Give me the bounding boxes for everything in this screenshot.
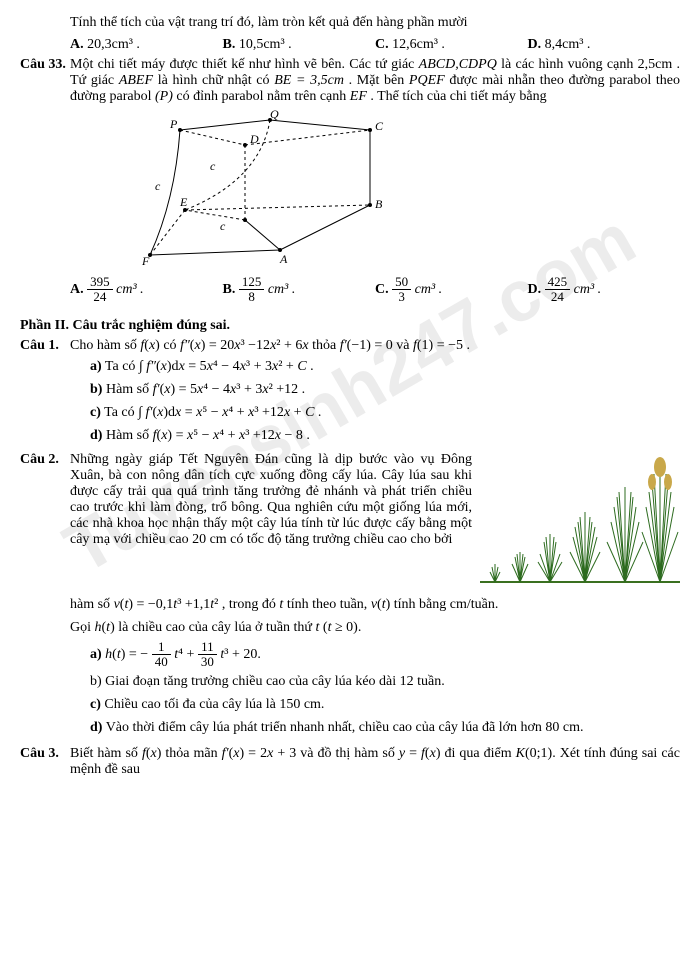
svg-text:B: B [375, 197, 383, 211]
q3-label: Câu 3. [20, 746, 70, 778]
svg-text:F: F [141, 254, 150, 268]
choice-a: A. 20,3cm³ . [70, 37, 223, 53]
q2-a: a) h(t) = − 140 t⁴ + 1130 t³ + 20. [20, 640, 680, 670]
q33-diagram: P Q C D B E F A c c c [120, 110, 400, 270]
svg-text:P: P [169, 117, 178, 131]
geometry-diagram: P Q C D B E F A c c c [120, 110, 400, 270]
q2-c: c) Chiều cao tối đa của cây lúa là 150 c… [20, 694, 680, 715]
q2-goi: Gọi h(t) là chiều cao của cây lúa ở tuần… [20, 617, 680, 638]
q33-choices: A. 39524 cm³ . B. 1258 cm³ . C. 503 cm³ … [20, 275, 680, 305]
intro-line: Tính thể tích của vật trang trí đó, làm … [20, 12, 680, 33]
q2-body: Những ngày giáp Tết Nguyên Đán cũng là d… [70, 452, 680, 592]
svg-text:Q: Q [270, 110, 279, 121]
question-1: Câu 1. Cho hàm số f(x) có f″(x) = 20x³ −… [20, 338, 680, 354]
question-33: Câu 33. Một chi tiết máy được thiết kế n… [20, 57, 680, 105]
q33-text: Một chi tiết máy được thiết kế như hình … [70, 57, 680, 105]
q1-d: d) Hàm số f(x) = x⁵ − x⁴ + x³ +12x − 8 . [20, 425, 680, 446]
q1-label: Câu 1. [20, 338, 70, 354]
intro-choices: A. 20,3cm³ . B. 10,5cm³ . C. 12,6cm³ . D… [20, 37, 680, 53]
page-content: Tính thể tích của vật trang trí đó, làm … [20, 12, 680, 778]
q33-choice-d: D. 42524 cm³ . [528, 275, 681, 305]
q33-choice-c: C. 503 cm³ . [375, 275, 528, 305]
svg-text:C: C [375, 119, 384, 133]
q1-intro: Cho hàm số f(x) có f″(x) = 20x³ −12x² + … [70, 338, 680, 354]
svg-text:c: c [155, 179, 161, 193]
q2-b: b) Giai đoạn tăng trưởng chiều cao của c… [20, 671, 680, 692]
q2-formula: hàm số v(t) = −0,1t³ +1,1t² , trong đó t… [20, 594, 680, 615]
q3-text: Biết hàm số f(x) thỏa mãn f′(x) = 2x + 3… [70, 746, 680, 778]
svg-text:A: A [279, 252, 288, 266]
choice-c: C. 12,6cm³ . [375, 37, 528, 53]
svg-text:E: E [179, 195, 188, 209]
svg-text:c: c [220, 219, 226, 233]
q33-label: Câu 33. [20, 57, 70, 105]
q1-c: c) Ta có ∫ f′(x)dx = x⁵ − x⁴ + x³ +12x +… [20, 402, 680, 423]
section-2-header: Phần II. Câu trắc nghiệm đúng sai. [20, 315, 680, 336]
q33-choice-b: B. 1258 cm³ . [223, 275, 376, 305]
svg-text:c: c [210, 159, 216, 173]
choice-b: B. 10,5cm³ . [223, 37, 376, 53]
q2-d: d) Vào thời điểm cây lúa phát triển nhan… [20, 717, 680, 738]
q2-label: Câu 2. [20, 452, 70, 592]
q1-a: a) Ta có ∫ f″(x)dx = 5x⁴ − 4x³ + 3x² + C… [20, 356, 680, 377]
question-3: Câu 3. Biết hàm số f(x) thỏa mãn f′(x) =… [20, 746, 680, 778]
choice-d: D. 8,4cm³ . [528, 37, 681, 53]
svg-text:D: D [249, 132, 259, 146]
rice-plant-illustration [480, 452, 680, 592]
question-2: Câu 2. [20, 452, 680, 592]
q1-b: b) Hàm số f′(x) = 5x⁴ − 4x³ + 3x² +12 . [20, 379, 680, 400]
q33-choice-a: A. 39524 cm³ . [70, 275, 223, 305]
